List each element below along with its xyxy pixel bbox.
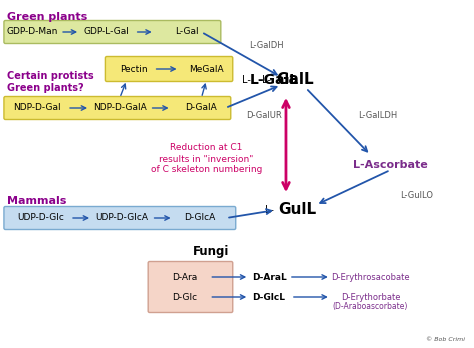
- FancyBboxPatch shape: [105, 56, 233, 81]
- Text: D-Glc: D-Glc: [172, 293, 197, 301]
- Text: UDP-D-GlcA: UDP-D-GlcA: [95, 214, 148, 222]
- Text: D-Erythrosacobate: D-Erythrosacobate: [331, 272, 410, 282]
- Text: Certain protists: Certain protists: [8, 71, 94, 81]
- FancyBboxPatch shape: [4, 206, 236, 229]
- Text: D-GlcL: D-GlcL: [253, 293, 285, 301]
- Text: L-GalL: L-GalL: [249, 73, 299, 87]
- Text: (D-Araboascorbate): (D-Araboascorbate): [333, 302, 408, 311]
- Text: D-GalUR: D-GalUR: [246, 111, 282, 119]
- Text: D-AraL: D-AraL: [252, 272, 286, 282]
- Text: D-Erythorbate: D-Erythorbate: [341, 293, 400, 301]
- Text: L-: L-: [262, 75, 271, 85]
- Text: of C skeleton numbering: of C skeleton numbering: [151, 166, 262, 174]
- Text: NDP-D-GalA: NDP-D-GalA: [93, 103, 147, 112]
- FancyBboxPatch shape: [4, 21, 221, 44]
- Text: GDP-D-Man: GDP-D-Man: [7, 27, 58, 37]
- Text: L-GulLO: L-GulLO: [401, 190, 433, 199]
- Text: D-GalA: D-GalA: [185, 103, 217, 112]
- Text: D-Ara: D-Ara: [172, 272, 197, 282]
- Text: GulL: GulL: [278, 203, 316, 218]
- Text: Fungi: Fungi: [193, 245, 229, 259]
- FancyBboxPatch shape: [4, 96, 231, 119]
- Text: Green plants?: Green plants?: [8, 83, 84, 93]
- Text: results in "inversion": results in "inversion": [159, 155, 254, 164]
- Text: L-Ascorbate: L-Ascorbate: [353, 160, 428, 170]
- Text: L-GalDH: L-GalDH: [249, 40, 284, 49]
- Text: L-Gal: L-Gal: [175, 27, 198, 37]
- Text: NDP-D-Gal: NDP-D-Gal: [13, 103, 61, 112]
- Text: Pectin: Pectin: [120, 64, 147, 73]
- Text: UDP-D-Glc: UDP-D-Glc: [17, 214, 64, 222]
- Text: GDP-L-Gal: GDP-L-Gal: [84, 27, 130, 37]
- Text: L-GalLDH: L-GalLDH: [359, 111, 398, 119]
- Text: Mammals: Mammals: [8, 196, 67, 206]
- Text: D-GlcA: D-GlcA: [184, 214, 215, 222]
- Text: GalL: GalL: [276, 72, 314, 87]
- Text: L-: L-: [265, 205, 274, 215]
- Text: Green plants: Green plants: [8, 12, 88, 22]
- Text: © Bob Crimi: © Bob Crimi: [426, 337, 465, 342]
- Text: Reduction at C1: Reduction at C1: [170, 143, 243, 152]
- Text: MeGalA: MeGalA: [189, 64, 224, 73]
- FancyBboxPatch shape: [148, 261, 233, 313]
- Text: L-: L-: [242, 75, 251, 85]
